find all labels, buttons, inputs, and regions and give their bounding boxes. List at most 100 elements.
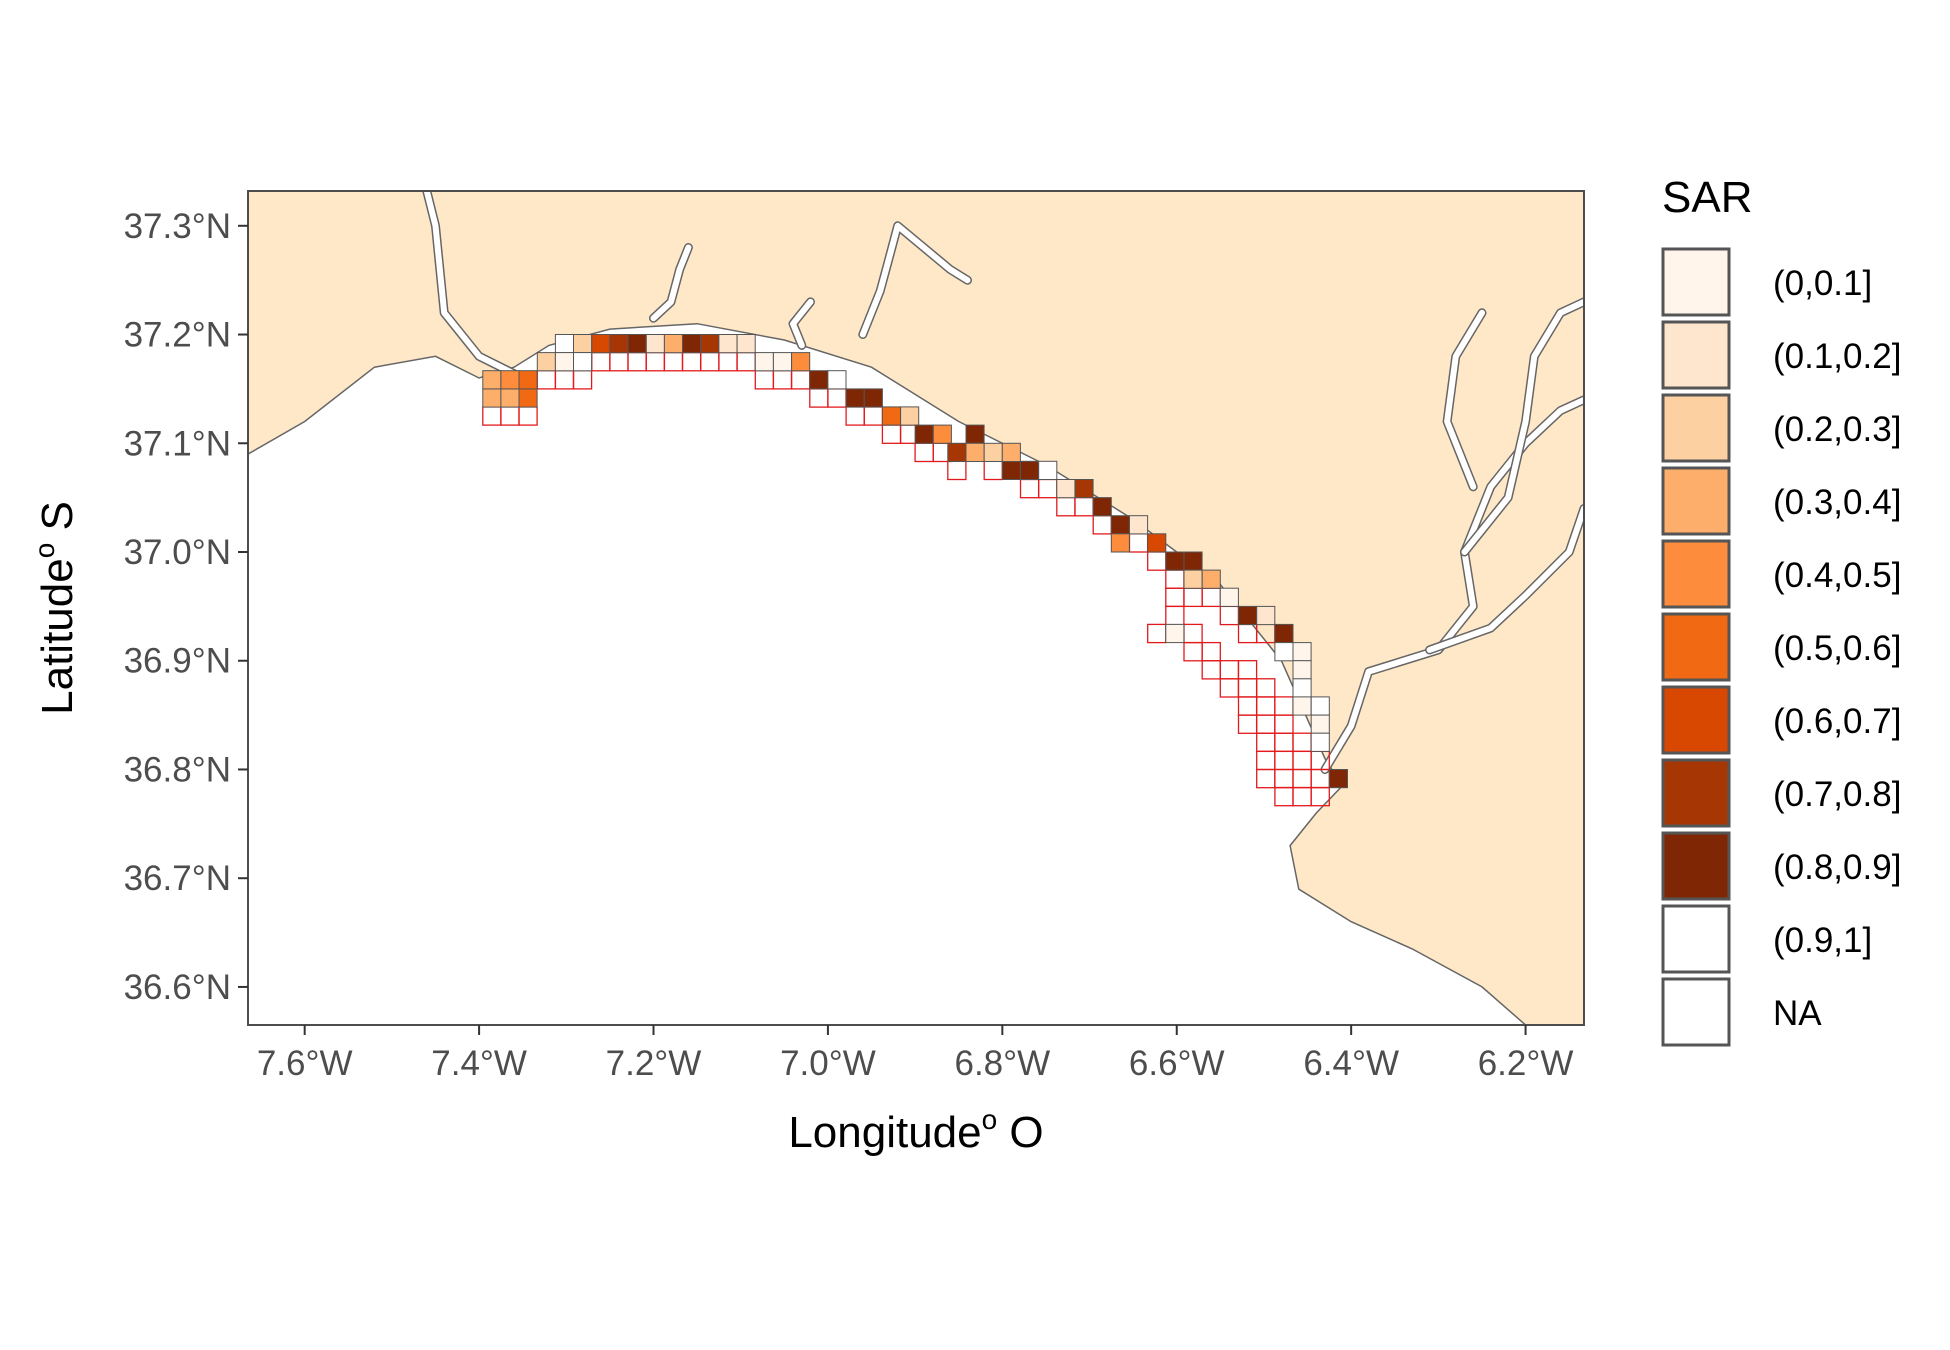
y-tick-label: 36.6°N (124, 968, 231, 1007)
river-channel-4 (1322, 396, 1584, 773)
x-tick-label: 7.4°W (431, 1044, 527, 1083)
grid-cell (914, 424, 934, 444)
x-tick-label: 6.6°W (1129, 1044, 1225, 1083)
grid-cell (536, 352, 556, 372)
x-axis-title: Longitudeo O (788, 1104, 1043, 1157)
legend-swatch (1661, 904, 1731, 974)
legend-title: SAR (1662, 173, 1752, 222)
grid-cell (1310, 696, 1330, 716)
grid-cell (1310, 732, 1330, 752)
x-axis-degree-mark: o (982, 1104, 998, 1135)
legend-swatch (1661, 977, 1731, 1047)
grid-cell (791, 352, 811, 372)
grid-cell (1110, 515, 1130, 535)
grid-cell (900, 406, 920, 426)
grid-cell (663, 334, 684, 354)
map-panel (247, 190, 1585, 1026)
grid-cell (609, 334, 629, 354)
y-tick-label: 37.3°N (124, 207, 231, 246)
x-axis: 7.6°W 7.4°W 7.2°W 7.0°W 6.8°W 6.6°W 6.4°W 6.2°W (257, 1025, 1574, 1083)
grid-cells-layer (482, 334, 1349, 807)
grid-cell (573, 352, 593, 372)
grid-cell (1001, 460, 1021, 480)
grid-cell (1274, 623, 1294, 644)
legend-swatch (1661, 685, 1731, 755)
grid-cell (718, 334, 738, 354)
legend-label: (0.2,0.3] (1773, 410, 1901, 449)
grid-cell (983, 442, 1003, 462)
legend-label: (0.8,0.9] (1773, 848, 1901, 887)
legend-label: (0.7,0.8] (1773, 775, 1901, 814)
grid-cell (1238, 605, 1258, 626)
legend-items: (0,0.1] (0.1,0.2] (0.2,0.3] (0.3,0.4] (0.4,0… (1661, 247, 1901, 1047)
grid-cell (1147, 533, 1167, 553)
legend: SAR (0,0.1](0.1,0.2](0.2,0.3](0.3,0.4](0… (1661, 173, 1901, 1047)
grid-cell (881, 406, 902, 426)
grid-cell (554, 352, 575, 372)
grid-cell-na (1237, 714, 1258, 734)
grid-cell (965, 442, 985, 462)
grid-cell (1001, 442, 1021, 462)
grid-cell (645, 334, 665, 354)
grid-cell (1328, 769, 1349, 789)
grid-cell (1110, 533, 1130, 553)
grid-cell (682, 334, 702, 354)
grid-cell (500, 370, 520, 390)
legend-swatch (1661, 247, 1731, 317)
x-tick-label: 7.0°W (780, 1044, 876, 1083)
river-channel-5 (1426, 505, 1584, 653)
grid-cell (591, 334, 611, 354)
grid-cell (1183, 551, 1203, 571)
y-tick-label: 36.7°N (124, 859, 231, 898)
grid-cell (1129, 515, 1149, 535)
river-channel-2 (859, 222, 971, 338)
legend-swatch (1661, 320, 1731, 390)
grid-cell (1274, 642, 1294, 662)
grid-cell (809, 370, 829, 390)
grid-cell (1056, 479, 1076, 499)
grid-cell (827, 370, 847, 390)
grid-cell (1165, 623, 1185, 644)
grid-cell (1020, 460, 1040, 480)
x-tick-label: 6.4°W (1303, 1044, 1399, 1083)
grid-cell (1092, 497, 1112, 517)
grid-cell (947, 442, 967, 462)
legend-label: (0.6,0.7] (1773, 702, 1901, 741)
panel-border (247, 190, 1585, 1026)
x-axis-title-main: Longitude (788, 1108, 981, 1157)
grid-cell (1292, 660, 1312, 680)
grid-cell (1219, 587, 1239, 607)
river-channel-3 (790, 298, 814, 349)
x-axis-title-suffix: O (997, 1108, 1043, 1157)
grid-cell (1310, 714, 1330, 734)
grid-cell (700, 334, 720, 354)
legend-label: NA (1773, 994, 1822, 1033)
legend-swatch (1661, 539, 1731, 609)
legend-swatch (1661, 758, 1731, 828)
grid-cell (1292, 678, 1312, 698)
grid-cell (573, 334, 593, 354)
grid-cell (736, 334, 756, 354)
x-tick-label: 6.2°W (1478, 1044, 1574, 1083)
y-axis: 37.3°N 37.2°N 37.1°N 37.0°N 36.9°N 36.8°N 36.7… (124, 207, 248, 1007)
y-axis-title: Latitudeo S (29, 501, 82, 715)
grid-cell (863, 388, 883, 408)
y-axis-degree-mark: o (29, 543, 60, 559)
legend-label: (0.9,1] (1773, 921, 1872, 960)
grid-cell (482, 370, 502, 390)
legend-label: (0.4,0.5] (1773, 556, 1901, 595)
y-tick-label: 37.0°N (124, 533, 231, 572)
grid-cell-na (1237, 660, 1258, 680)
x-tick-label: 7.2°W (606, 1044, 702, 1083)
legend-label: (0.3,0.4] (1773, 483, 1901, 522)
river-channel-0 (423, 191, 526, 381)
river-channel-7 (1444, 309, 1485, 490)
grid-cell (1183, 569, 1203, 589)
grid-cell (754, 352, 774, 372)
legend-swatch (1661, 466, 1731, 536)
grid-cell (1165, 551, 1185, 571)
y-tick-label: 36.9°N (124, 642, 231, 681)
grid-cell (1292, 696, 1312, 716)
legend-swatch (1661, 612, 1731, 682)
